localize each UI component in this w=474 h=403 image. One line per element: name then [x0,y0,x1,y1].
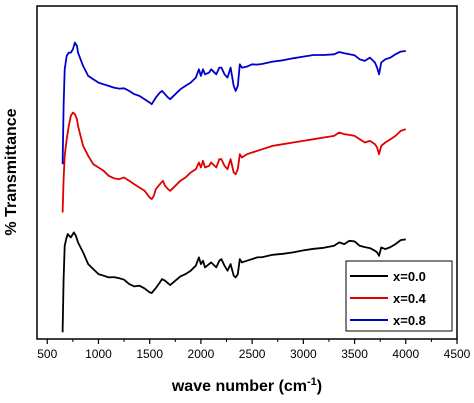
legend-label-1: x=0.4 [393,291,427,306]
x-tick-label-1500: 1500 [136,347,163,361]
x-tick-label-3500: 3500 [341,347,368,361]
x-tick-label-3000: 3000 [290,347,317,361]
x-axis-ticks [46,339,458,344]
x-tick-label-4000: 4000 [392,347,419,361]
series-line-0 [61,231,406,333]
legend: x=0.0 x=0.4 x=0.8 [345,260,453,332]
legend-label-0: x=0.0 [393,269,426,284]
x-tick-label-2500: 2500 [239,347,266,361]
legend-item-1: x=0.4 [350,291,427,306]
series-line-1 [61,111,407,213]
x-axis-title-main: wave number (cm [171,378,307,395]
legend-label-2: x=0.8 [393,313,426,328]
x-tick-label-500: 500 [37,347,57,361]
x-tick-label-1000: 1000 [85,347,112,361]
series-lines [61,41,407,333]
legend-item-0: x=0.0 [350,269,426,284]
x-axis-title-suffix: ) [317,378,322,395]
plot-frame [36,5,458,340]
x-tick-label-4500: 4500 [444,347,471,361]
y-axis-title: % Transmittance [3,108,20,235]
series-line-2 [61,41,406,165]
x-axis-tick-labels: 500 1000 1500 2000 2500 3000 3500 4000 4500 [37,347,470,361]
legend-box [345,260,453,332]
x-axis-title: wave number (cm-1) [171,376,322,395]
x-tick-label-2000: 2000 [188,347,215,361]
legend-item-2: x=0.8 [350,313,426,328]
x-axis-title-superscript: -1 [307,376,317,388]
